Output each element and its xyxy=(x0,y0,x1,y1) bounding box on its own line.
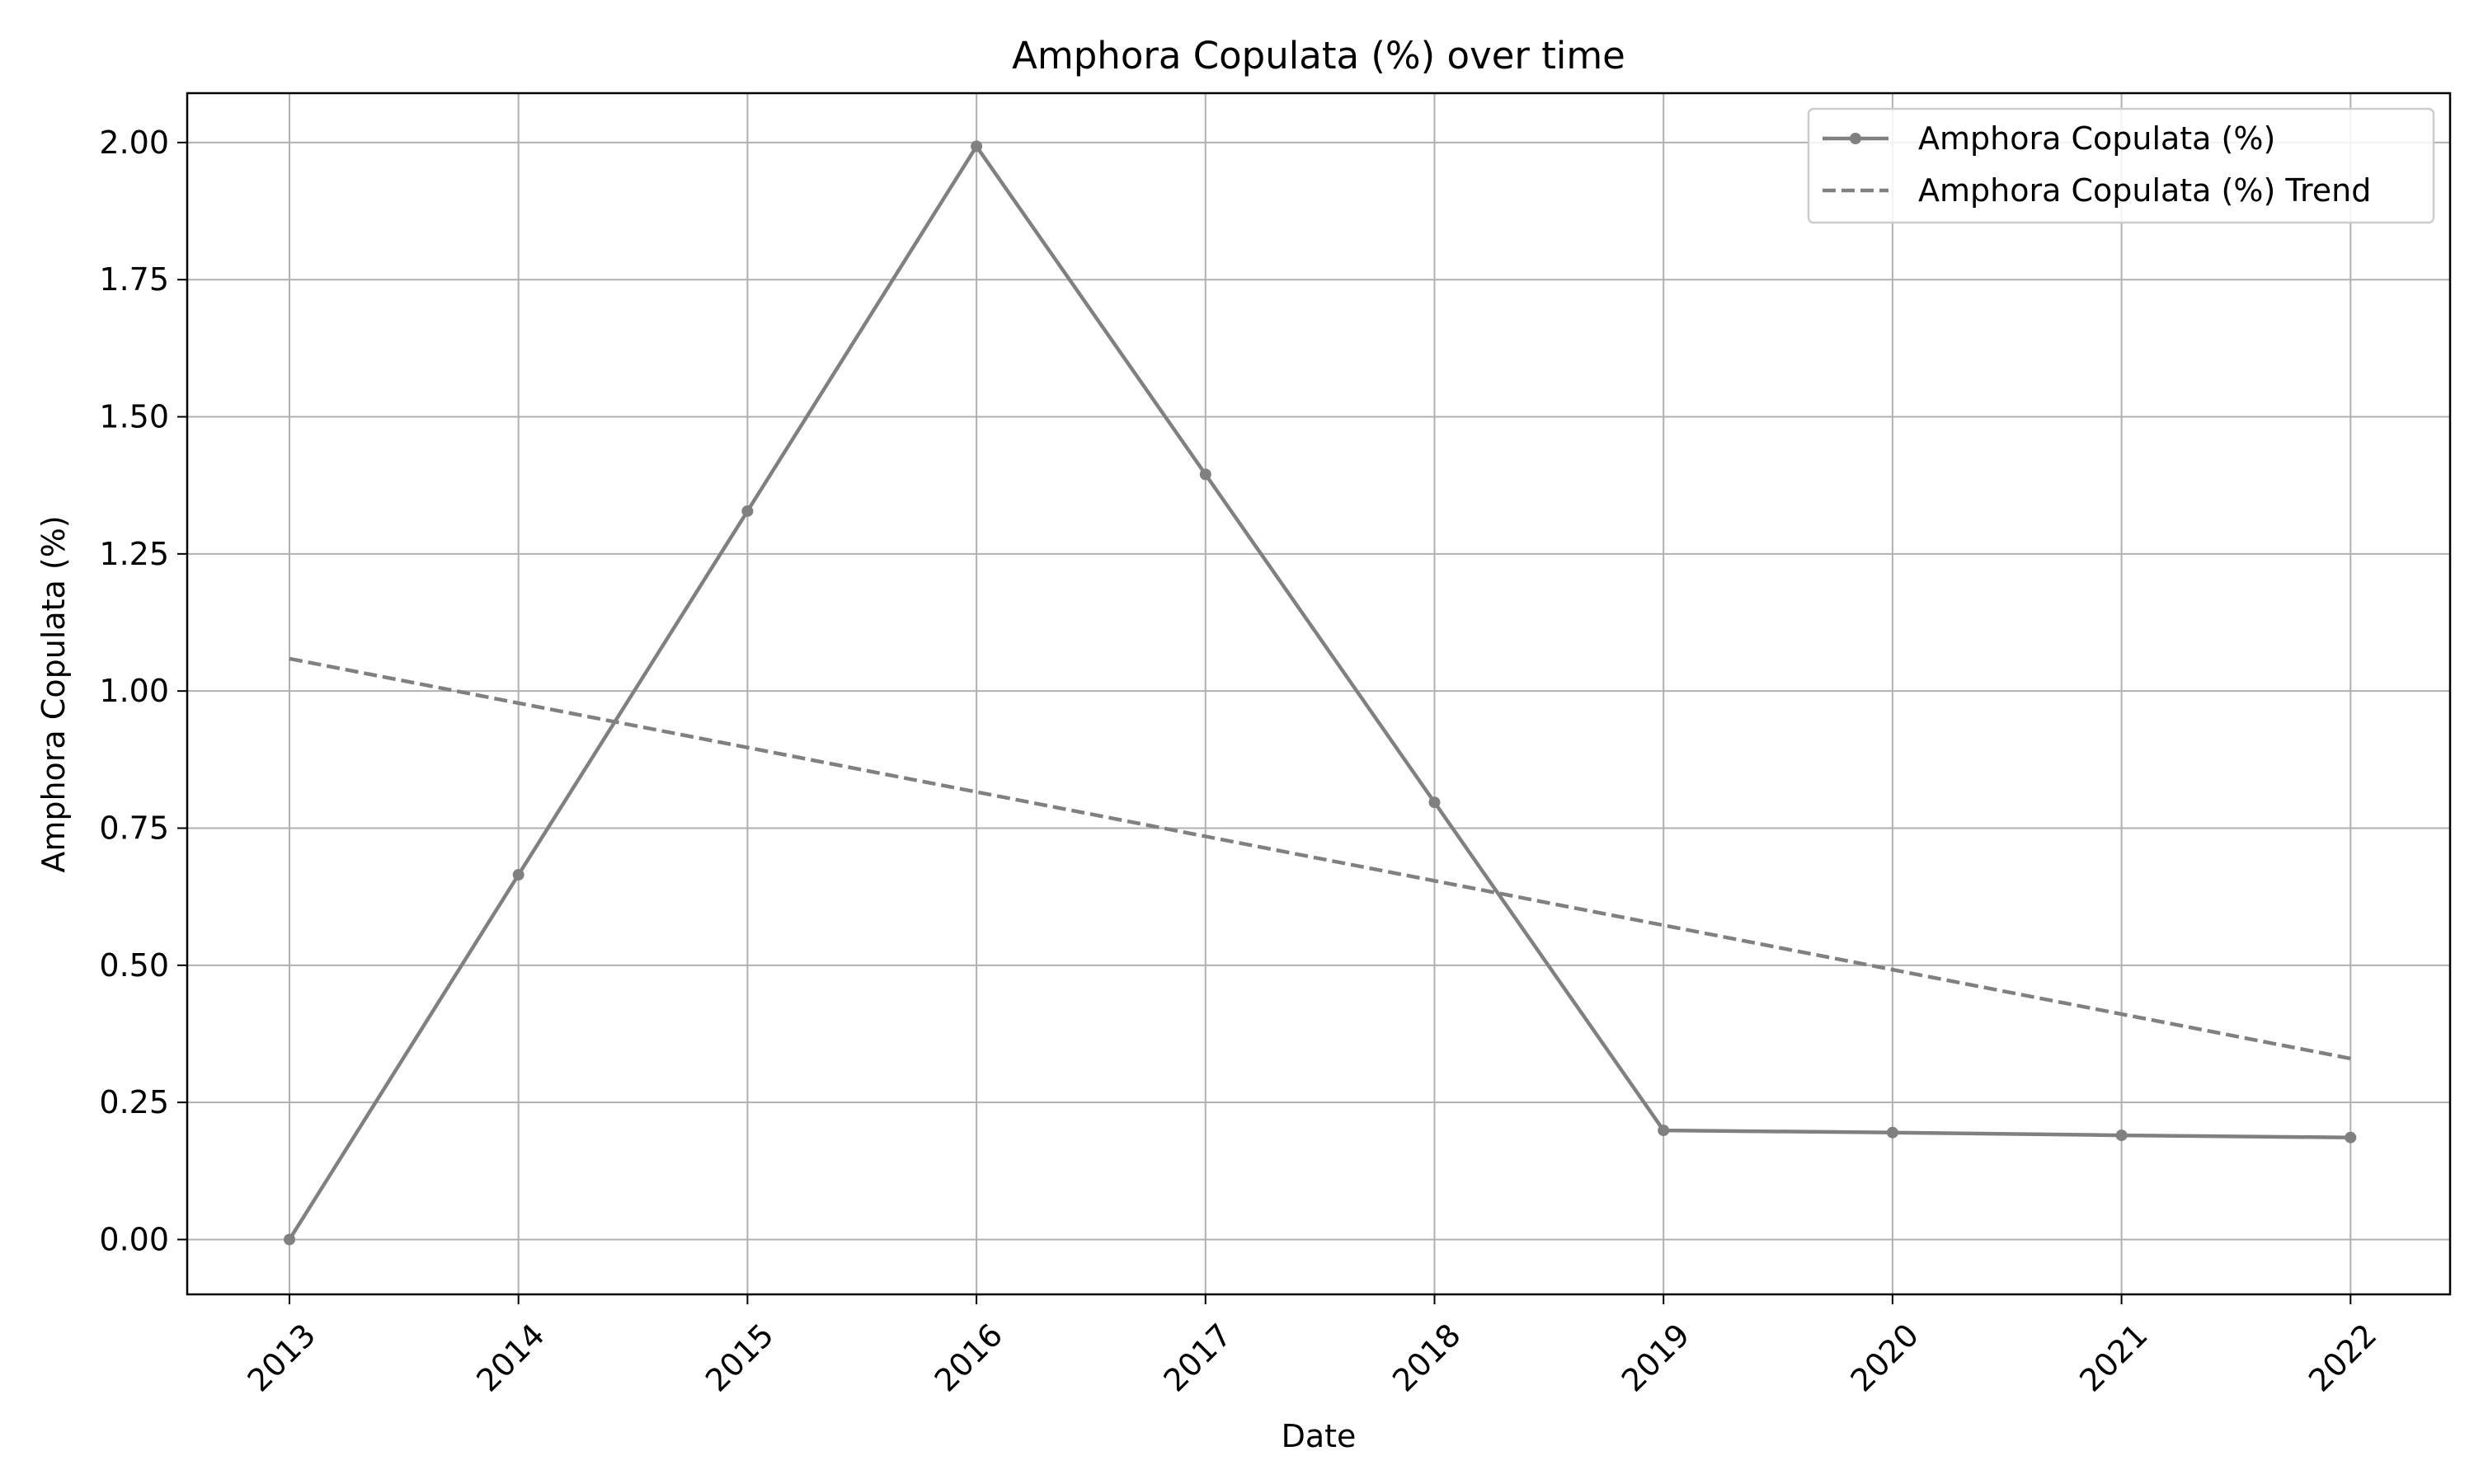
data-point xyxy=(284,1233,295,1246)
data-point xyxy=(512,869,524,881)
x-axis-label: Date xyxy=(1282,1418,1357,1454)
y-tick-label: 1.50 xyxy=(99,399,169,435)
y-tick-label: 1.75 xyxy=(99,261,169,298)
data-point xyxy=(1886,1126,1898,1139)
plot-frame xyxy=(186,92,2452,1296)
series-line xyxy=(288,144,2351,1241)
data-point xyxy=(2115,1129,2128,1142)
chart-title: Amphora Copulata (%) over time xyxy=(1012,34,1625,77)
y-tick-label: 0.25 xyxy=(99,1084,169,1120)
legend-label-trend: Amphora Copulata (%) Trend xyxy=(1918,172,2371,209)
trend-line xyxy=(289,656,2351,1061)
data-point xyxy=(2345,1131,2357,1144)
y-axis-label: Amphora Copulata (%) xyxy=(35,515,72,872)
legend: Amphora Copulata (%) Amphora Copulata (%… xyxy=(1807,107,2435,224)
data-point xyxy=(1428,796,1441,809)
data-point xyxy=(741,505,754,517)
data-point xyxy=(1199,468,1211,481)
y-tick-label: 0.00 xyxy=(99,1221,169,1257)
y-tick-label: 1.00 xyxy=(99,673,169,709)
data-point xyxy=(971,140,983,153)
y-tick-label: 1.25 xyxy=(99,536,169,572)
y-axis-ticks: 0.00 0.25 0.50 0.75 1.00 1.25 1.50 1.75 2.00 xyxy=(99,124,187,1257)
series-layer xyxy=(284,140,2357,1246)
y-tick-label: 2.00 xyxy=(99,124,169,161)
y-tick-label: 0.75 xyxy=(99,810,169,846)
data-point xyxy=(1658,1125,1670,1137)
legend-label-series: Amphora Copulata (%) xyxy=(1918,120,2275,157)
y-tick-label: 0.50 xyxy=(99,947,169,984)
legend-frame xyxy=(1807,107,2435,224)
legend-swatch-marker xyxy=(1850,133,1861,144)
